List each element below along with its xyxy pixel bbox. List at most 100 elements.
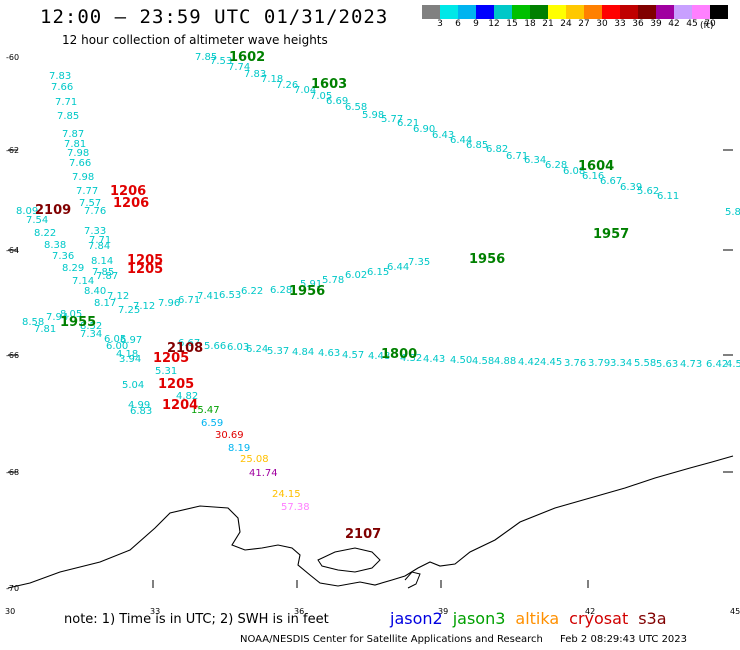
wave-height-label: 6.21 [397, 118, 419, 129]
lat-label: -68 [6, 468, 19, 477]
coastline-islet [404, 571, 421, 589]
wave-height-label: 6.44 [450, 135, 472, 146]
wave-height-label: 6.24 [246, 344, 268, 355]
pass-time-label: 1205 [127, 262, 163, 277]
coastline [7, 455, 734, 589]
antarctic-coastline [7, 455, 734, 589]
wave-height-label: 8.19 [228, 443, 250, 454]
wave-height-label: 8.05 [60, 309, 82, 320]
wave-height-label: 4.88 [494, 356, 516, 367]
lat-label: -70 [6, 584, 19, 593]
lon-label: 39 [438, 607, 448, 616]
wave-height-label: 24.15 [272, 489, 301, 500]
wave-height-label: 6.03 [227, 342, 249, 353]
wave-height-label: 8.38 [44, 240, 66, 251]
legend-label: 24 [560, 19, 572, 29]
legend-label: 33 [614, 19, 626, 29]
wave-height-label: 6.67 [600, 176, 622, 187]
wave-height-label: 7.98 [72, 172, 94, 183]
wave-height-label: 6.11 [657, 191, 679, 202]
pass-time-label: 1205 [158, 377, 194, 392]
wave-height-label: 7.12 [107, 291, 129, 302]
pass-time-label: 1205 [153, 351, 189, 366]
lon-label: 36 [294, 607, 304, 616]
wave-height-label: 4.48 [368, 351, 390, 362]
axis-labels: -60 -62 -64 -66 -68 -70 30 33 36 39 42 45 [5, 53, 740, 616]
legend-swatch [512, 5, 530, 19]
credit-text: NOAA/NESDIS Center for Satellite Applica… [240, 634, 543, 645]
legend-swatch [548, 5, 566, 19]
wave-height-label: 6.05 [104, 334, 126, 345]
wave-height-label: 4.63 [318, 348, 340, 359]
wave-height-label: 7.96 [158, 298, 180, 309]
wave-height-label: 3.76 [564, 358, 586, 369]
wave-height-label: 6.71 [178, 295, 200, 306]
lat-label: -62 [6, 146, 19, 155]
legend-label: 12 [488, 19, 500, 29]
wave-height-label: 7.53 [210, 56, 232, 67]
legend-swatch [530, 5, 548, 19]
wave-height-label: 8.22 [34, 228, 56, 239]
legend-label: 36 [632, 19, 644, 29]
pass-time-label: 1205 [127, 253, 163, 268]
wave-height-label: 6.16 [582, 171, 604, 182]
wave-height-label: 6.90 [413, 124, 435, 135]
wave-height-label: 6.39 [620, 182, 642, 193]
lat-label: -66 [6, 351, 19, 360]
wave-height-label: 7.85 [195, 52, 217, 63]
wave-height-label: 7.74 [228, 62, 250, 73]
wave-height-label: 6.22 [241, 286, 263, 297]
legend-label: 39 [650, 19, 662, 29]
wave-height-label: 8.58 [22, 317, 44, 328]
wave-height-label: 4.84 [292, 347, 314, 358]
wave-height-label: 7.57 [79, 198, 101, 209]
legend-swatch [656, 5, 674, 19]
legend-label: 70 [704, 19, 716, 29]
pass-time-label: 1604 [578, 159, 614, 174]
wave-height-label: 7.05 [310, 91, 332, 102]
pass-time-label: 1204 [162, 398, 198, 413]
wave-height-label: 15.47 [191, 405, 220, 416]
color-legend: 3 6 9 12 15 18 21 24 27 30 33 36 39 42 45 70 [422, 5, 728, 29]
wave-height-label: 7.36 [52, 251, 74, 262]
legend-swatch [602, 5, 620, 19]
wave-height-label: 7.18 [261, 74, 283, 85]
satellite-name: s3a [638, 609, 667, 628]
wave-height-label: 6.97 [120, 335, 142, 346]
wave-height-label: 8.52 [80, 321, 102, 332]
legend-unit: (ft) [700, 21, 714, 31]
wave-height-label: 5.98 [362, 110, 384, 121]
satellite-name: jason2 [390, 609, 443, 628]
wave-height-label: 4.73 [680, 359, 702, 370]
wave-height-label: 4.58 [472, 356, 494, 367]
wave-height-label: 8.40 [84, 286, 106, 297]
wave-height-label: 7.83 [49, 71, 71, 82]
pass-time-label: 2107 [345, 527, 381, 542]
wave-height-label: 8.09 [16, 206, 38, 217]
wave-height-label: 6.69 [326, 96, 348, 107]
pass-time-label: 2109 [35, 203, 71, 218]
satellite-name: cryosat [569, 609, 629, 628]
wave-height-label: 4.18 [116, 349, 138, 360]
satellite-name: jason3 [452, 609, 506, 628]
wave-height-label: 8.29 [62, 263, 84, 274]
wave-height-labels: 7.857.537.747.837.187.267.047.056.696.58… [16, 52, 740, 513]
legend-swatch [476, 5, 494, 19]
pass-time-label: 1955 [60, 315, 96, 330]
wave-height-label: 6.44 [387, 262, 409, 273]
wave-height-label: 7.81 [64, 139, 86, 150]
wave-height-label: 4.32 [400, 353, 422, 364]
map-title: 12:00 – 23:59 UTC 01/31/2023 [40, 6, 389, 28]
legend-swatch [620, 5, 638, 19]
wave-height-label: 7.14 [72, 276, 94, 287]
wave-height-label: 3.34 [610, 358, 632, 369]
wave-height-label: 6.43 [432, 130, 454, 141]
pass-time-label: 1602 [229, 50, 265, 65]
wave-height-label: 7.41 [197, 291, 219, 302]
wave-height-label: 6.83 [130, 406, 152, 417]
legend-label: 3 [437, 19, 443, 29]
lat-label: -60 [6, 53, 19, 62]
legend-label: 45 [686, 19, 698, 29]
wave-height-label: 3.94 [119, 354, 141, 365]
